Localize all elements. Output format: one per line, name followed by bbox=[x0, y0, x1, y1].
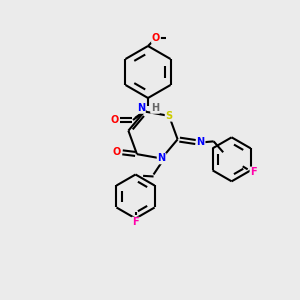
Text: S: S bbox=[166, 111, 172, 121]
Text: N: N bbox=[196, 137, 205, 147]
Text: O: O bbox=[113, 147, 121, 157]
Text: O: O bbox=[152, 33, 160, 43]
Text: H: H bbox=[151, 103, 159, 113]
Text: F: F bbox=[132, 218, 139, 227]
Text: O: O bbox=[111, 115, 119, 125]
Text: N: N bbox=[158, 154, 166, 164]
Text: F: F bbox=[250, 167, 257, 177]
Text: N: N bbox=[137, 103, 145, 113]
